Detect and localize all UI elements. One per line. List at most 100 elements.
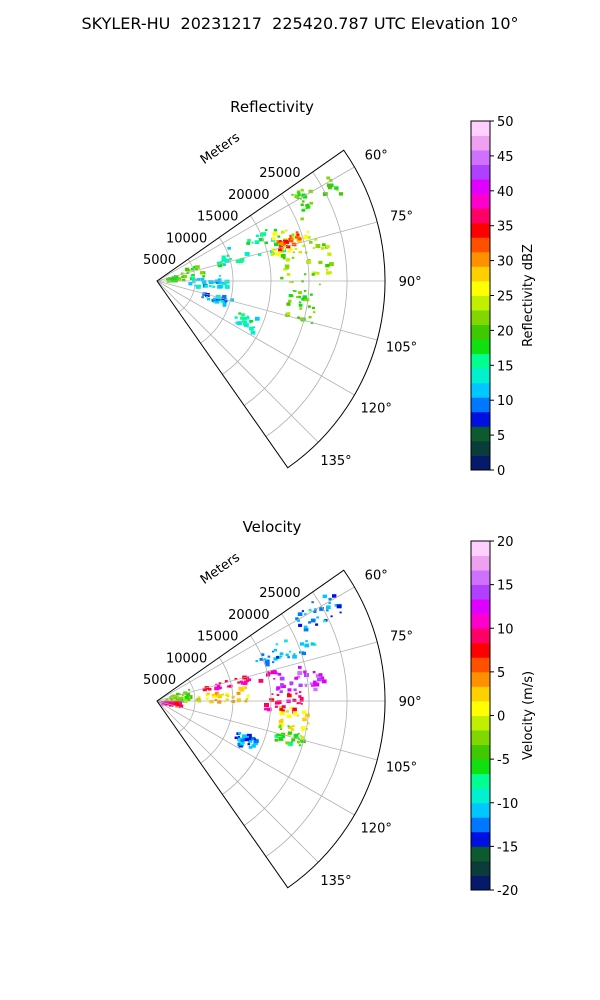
azimuth-tick-label: 60° <box>365 149 388 164</box>
range-ring <box>265 591 348 857</box>
colorbar-tick-label: -15 <box>497 840 518 855</box>
colorbar-tick-label: 0 <box>497 464 505 479</box>
azimuth-tick-label: 105° <box>386 761 417 776</box>
colorbar-swatch <box>471 599 490 615</box>
range-tick-label: 15000 <box>197 630 238 645</box>
colorbar-tick-label: 5 <box>497 429 505 444</box>
azimuth-spoke <box>156 166 355 282</box>
colorbar-swatch <box>471 222 490 238</box>
range-ring <box>243 193 310 406</box>
azimuth-tick-label: 75° <box>390 210 413 225</box>
colorbar-swatch <box>471 671 490 687</box>
colorbar-swatch <box>471 642 490 658</box>
azimuth-spoke <box>156 280 378 341</box>
colorbar-tick-label: 5 <box>497 666 505 681</box>
echo-region <box>255 639 317 667</box>
colorbar-swatch <box>471 411 490 427</box>
colorbar-swatch <box>471 555 490 571</box>
colorbar-tick-label: 30 <box>497 255 514 270</box>
azimuth-tick-label: 105° <box>386 341 417 356</box>
colorbar-swatch <box>471 397 490 413</box>
colorbar-tick-label: 15 <box>497 579 514 594</box>
polar-grid <box>156 166 385 443</box>
range-ring <box>200 237 234 344</box>
panel-title: Reflectivity <box>230 98 314 116</box>
colorbar-swatch <box>471 251 490 267</box>
range-ring <box>222 215 272 375</box>
colorbar-tick-label: 50 <box>497 115 514 130</box>
range-ring <box>265 171 348 437</box>
colorbar-swatch <box>471 368 490 384</box>
colorbar-swatch <box>471 324 490 340</box>
azimuth-spoke <box>156 586 355 702</box>
echo-region <box>273 666 327 693</box>
colorbar-swatch <box>471 686 490 702</box>
colorbar-swatch <box>471 382 490 398</box>
range-tick-label: 10000 <box>166 651 207 666</box>
polar-grid <box>156 586 385 863</box>
colorbar-swatch <box>471 193 490 209</box>
radial-axis-label: Meters <box>198 550 243 588</box>
colorbar-tick-label: 35 <box>497 220 514 235</box>
echo-region <box>291 176 344 212</box>
colorbar-swatch <box>471 584 490 600</box>
colorbar-swatch <box>471 295 490 311</box>
range-tick-label: 5000 <box>143 253 176 268</box>
figure-title: SKYLER-HU 20231217 225420.787 UTC Elevat… <box>81 14 519 33</box>
colorbar-tick-label: 40 <box>497 185 514 200</box>
colorbar-tick-label: 45 <box>497 150 514 165</box>
colorbar-tick-label: 20 <box>497 535 514 550</box>
range-tick-label: 25000 <box>259 586 300 601</box>
range-tick-label: 5000 <box>143 673 176 688</box>
azimuth-tick-label: 120° <box>361 822 392 837</box>
colorbar-swatch <box>471 237 490 253</box>
sector-frame <box>156 149 386 469</box>
range-ring <box>243 613 310 826</box>
azimuth-spoke <box>156 700 355 816</box>
echo-region <box>234 732 259 749</box>
colorbar-label: Reflectivity dBZ <box>521 244 536 347</box>
azimuth-tick-label: 120° <box>361 402 392 417</box>
range-tick-label: 20000 <box>228 188 269 203</box>
colorbar-swatch <box>471 208 490 224</box>
colorbar-swatch <box>471 628 490 644</box>
colorbar-swatch <box>471 121 490 136</box>
colorbar-swatch <box>471 150 490 166</box>
colorbar-swatch <box>471 280 490 296</box>
colorbar-swatch <box>471 788 490 804</box>
colorbar-swatch <box>471 860 490 876</box>
colorbar-tick-label: 0 <box>497 710 505 725</box>
colorbar-swatch <box>471 570 490 586</box>
echo-field <box>158 594 342 749</box>
colorbar-tick-label: 25 <box>497 290 514 305</box>
echo-region <box>234 312 260 335</box>
sector-frame <box>156 569 386 889</box>
colorbar-swatch <box>471 744 490 760</box>
echo-region <box>285 290 316 324</box>
colorbar: 0 5 10 15 20 25 30 35 40 45 50 Reflectivity dBZ <box>470 115 536 479</box>
colorbar-tick-label: 10 <box>497 622 514 637</box>
azimuth-spoke <box>156 221 378 282</box>
echo-region <box>276 231 302 252</box>
azimuth-spoke <box>156 700 378 761</box>
panel-title: Velocity <box>243 518 302 536</box>
echo-region <box>280 243 334 286</box>
colorbar-swatch <box>471 440 490 456</box>
colorbar-swatch <box>471 875 490 891</box>
colorbar-swatch <box>471 817 490 833</box>
azimuth-tick-label: 135° <box>320 454 351 469</box>
range-ring <box>200 657 234 764</box>
echo-region <box>264 691 304 714</box>
azimuth-spoke <box>156 280 319 443</box>
colorbar-swatch <box>471 759 490 775</box>
colorbar-swatch <box>471 657 490 673</box>
range-tick-label: 10000 <box>166 231 207 246</box>
azimuth-tick-label: 75° <box>390 630 413 645</box>
colorbar: -20 -15 -10 -5 0 5 10 15 20 Velocity (m/s) <box>470 535 536 899</box>
azimuth-spoke <box>156 641 378 702</box>
azimuth-tick-label: 90° <box>399 275 422 290</box>
azimuth-tick-label: 135° <box>320 874 351 889</box>
colorbar-swatch <box>471 773 490 789</box>
azimuth-spoke <box>156 700 319 863</box>
colorbar-swatch <box>471 353 490 369</box>
